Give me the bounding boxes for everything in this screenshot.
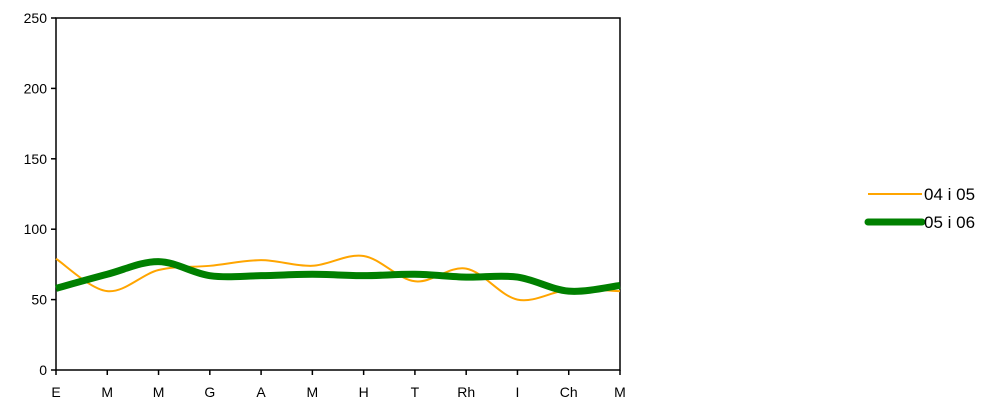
legend-item-05-06: 05 i 06 <box>864 213 975 232</box>
plot-frame <box>55 17 621 371</box>
x-tick-label: E <box>51 384 60 400</box>
series-04-05 <box>55 254 621 302</box>
y-tick-label: 50 <box>31 292 47 308</box>
x-tick-label: Ch <box>560 384 578 400</box>
y-tick-label: 150 <box>24 151 48 167</box>
legend-item-04-05: 04 i 05 <box>868 185 975 204</box>
legend-label: 04 i 05 <box>924 185 975 204</box>
y-tick-label: 250 <box>24 10 48 26</box>
x-tick-label: I <box>516 384 520 400</box>
x-tick-label: Rh <box>457 384 475 400</box>
x-tick-label: A <box>256 384 266 400</box>
series-line-05-06 <box>55 258 621 295</box>
x-tick-label: M <box>101 384 113 400</box>
x-tick-label: M <box>614 384 626 400</box>
x-tick-label: M <box>153 384 165 400</box>
x-tick-label: T <box>411 384 420 400</box>
y-tick-label: 0 <box>39 362 47 378</box>
x-tick-label: M <box>307 384 319 400</box>
x-tick-label: H <box>359 384 369 400</box>
series-line-04-05 <box>55 254 621 302</box>
series-05-06 <box>55 258 621 295</box>
y-tick-label: 100 <box>24 221 48 237</box>
y-tick-label: 200 <box>24 80 48 96</box>
legend-label: 05 i 06 <box>924 213 975 232</box>
x-tick-label: G <box>204 384 215 400</box>
